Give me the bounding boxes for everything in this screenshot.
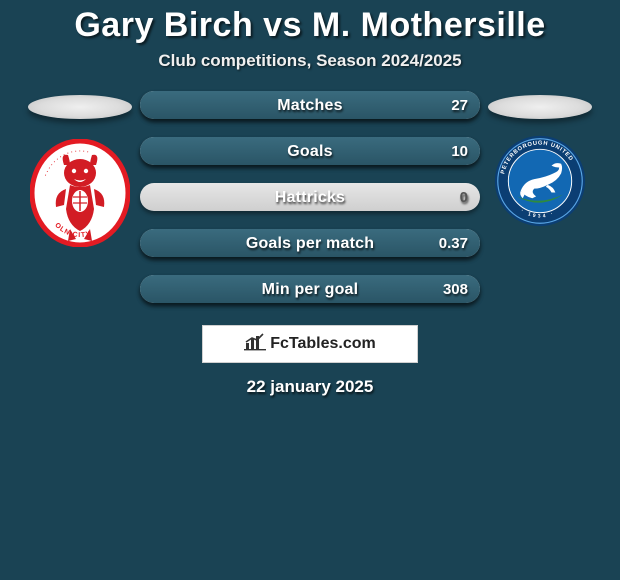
stat-value-right: 308 (443, 275, 468, 303)
stat-bar: Matches27 (140, 91, 480, 119)
stat-label: Matches (140, 91, 480, 119)
stats-column: Matches27 Goals10 Hattricks0 Goals per matc… (140, 91, 480, 303)
brand-badge[interactable]: FcTables.com (202, 325, 418, 363)
main-row: · · · · · · · · · · · · · · OLN CITY Mat… (0, 91, 620, 303)
stat-label: Min per goal (140, 275, 480, 303)
stat-label: Hattricks (140, 183, 480, 211)
stat-bar: Goals10 (140, 137, 480, 165)
lincoln-city-crest: · · · · · · · · · · · · · · OLN CITY (30, 139, 130, 247)
page-subtitle: Club competitions, Season 2024/2025 (0, 51, 620, 71)
stat-label: Goals per match (140, 229, 480, 257)
generated-date: 22 january 2025 (0, 377, 620, 397)
page-title: Gary Birch vs M. Mothersille (0, 0, 620, 45)
stat-bar: Min per goal308 (140, 275, 480, 303)
peterborough-crest: PETERBOROUGH UNITED · 1934 · (490, 127, 590, 235)
left-player-col: · · · · · · · · · · · · · · OLN CITY (20, 91, 140, 247)
right-player-col: PETERBOROUGH UNITED · 1934 · (480, 91, 600, 235)
player-silhouette-left (28, 95, 132, 119)
stat-label: Goals (140, 137, 480, 165)
player-silhouette-right (488, 95, 592, 119)
comparison-card: Gary Birch vs M. Mothersille Club compet… (0, 0, 620, 580)
stat-value-right: 10 (451, 137, 468, 165)
brand-text: FcTables.com (270, 335, 376, 353)
stat-bar: Goals per match0.37 (140, 229, 480, 257)
stat-bar: Hattricks0 (140, 183, 480, 211)
stat-value-right: 0 (460, 183, 468, 211)
chart-icon (244, 333, 266, 356)
stat-value-right: 0.37 (439, 229, 468, 257)
stat-value-right: 27 (451, 91, 468, 119)
